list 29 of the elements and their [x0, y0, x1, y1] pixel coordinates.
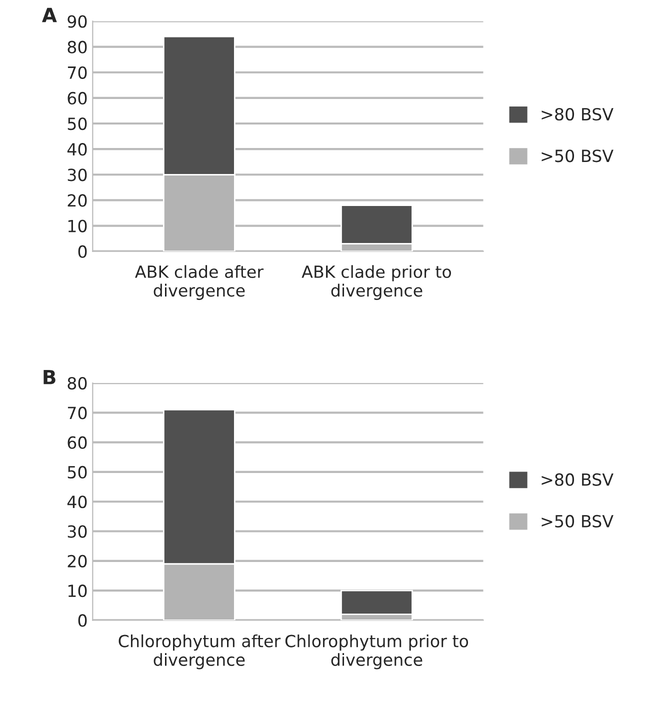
- x-tick-label: Chlorophytum after divergence: [118, 634, 281, 670]
- y-tick-label: 20: [68, 194, 87, 207]
- y-tick-label: 10: [68, 220, 87, 232]
- legend-label: >80 BSV: [542, 473, 614, 486]
- legend-label: >50 BSV: [542, 514, 614, 528]
- y-tick-label: 40: [67, 143, 87, 156]
- y-tick-label: 40: [67, 496, 87, 508]
- chart-title: A: [42, 8, 57, 22]
- chart-title: B: [44, 370, 56, 384]
- y-tick-label: 10: [68, 584, 87, 598]
- y-tick-label: 80: [68, 376, 87, 390]
- x-tick-label: ABK clade after divergence: [135, 265, 264, 300]
- legend-label: >50 BSV: [542, 150, 614, 162]
- y-tick-label: 60: [68, 92, 87, 105]
- x-tick-label: Chlorophytum prior to divergence: [285, 634, 468, 670]
- x-tick-label: ABK clade prior to divergence: [302, 265, 451, 300]
- y-tick-label: 0: [78, 614, 87, 627]
- y-tick-label: 0: [78, 245, 87, 258]
- y-tick-label: 90: [68, 15, 87, 28]
- y-tick-label: 30: [68, 525, 87, 538]
- y-tick-label: 60: [68, 436, 87, 449]
- y-tick-label: 80: [68, 40, 87, 54]
- y-tick-label: 50: [68, 117, 87, 130]
- y-tick-label: 70: [68, 66, 87, 79]
- y-tick-label: 70: [68, 406, 87, 420]
- y-tick-label: 30: [68, 168, 87, 182]
- y-tick-label: 50: [68, 466, 87, 479]
- y-tick-label: 20: [68, 554, 87, 568]
- legend-label: >80 BSV: [542, 108, 614, 121]
